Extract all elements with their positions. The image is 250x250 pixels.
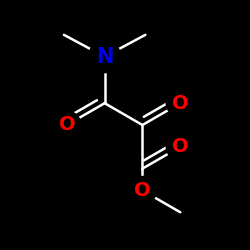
Circle shape (166, 133, 194, 161)
Text: O: O (58, 116, 75, 134)
Circle shape (53, 111, 81, 139)
Circle shape (89, 41, 121, 73)
Circle shape (128, 176, 156, 204)
Text: O: O (134, 181, 151, 200)
Text: O: O (172, 137, 188, 156)
Text: N: N (96, 47, 113, 67)
Text: O: O (172, 94, 188, 113)
Circle shape (166, 89, 194, 117)
